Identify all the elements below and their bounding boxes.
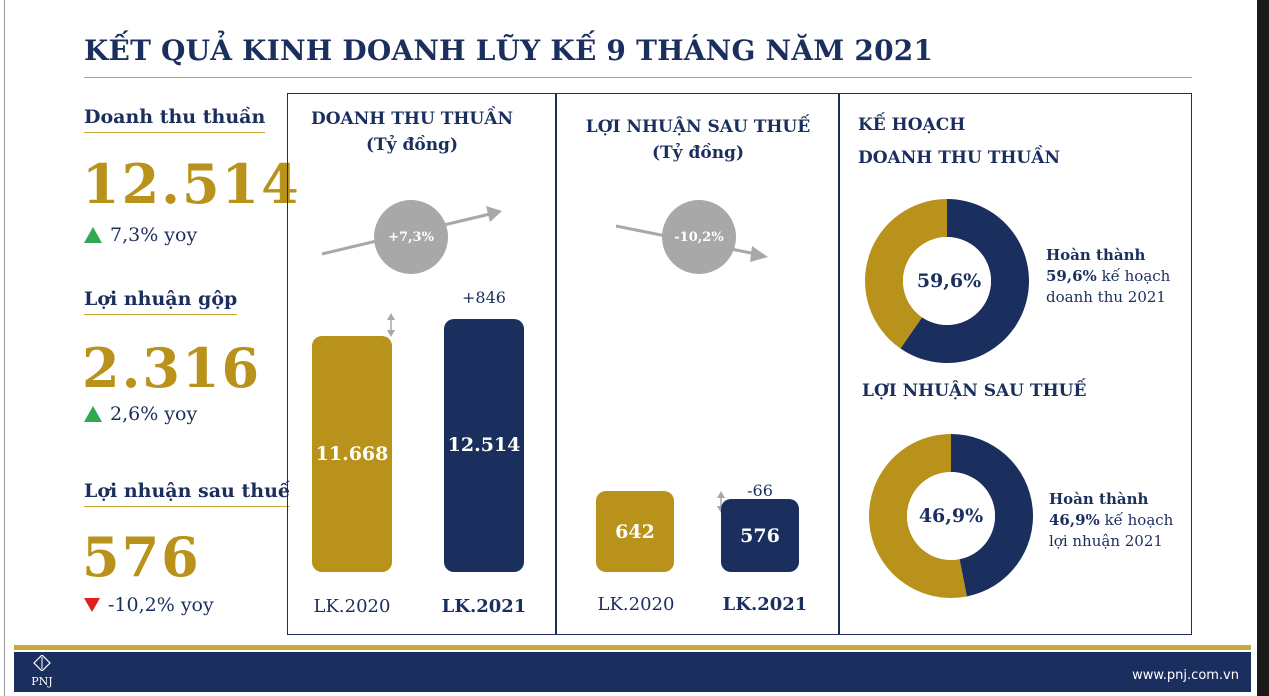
arrow-up-icon [84, 227, 102, 243]
revenue-panel-unit: (Tỷ đồng) [365, 135, 458, 155]
kpi-gross-profit-label: Lợi nhuận gộp [84, 288, 238, 315]
net-profit-bar-2020: 642 [596, 491, 674, 572]
frame-edge-left [4, 0, 5, 696]
net-profit-panel [556, 93, 839, 635]
net-profit-plan-note-head: Hoàn thành [1049, 490, 1149, 508]
plan-net-profit-heading: LỢI NHUẬN SAU THUẾ [862, 381, 1087, 401]
footer-bar [14, 652, 1251, 692]
revenue-delta-label: +846 [462, 288, 506, 307]
footer-url[interactable]: www.pnj.com.vn [1132, 668, 1239, 683]
kpi-revenue-value: 12.514 [82, 152, 301, 216]
frame-edge-right [1257, 0, 1269, 696]
donut-slice-completed [951, 434, 1033, 597]
pnj-logo-icon [33, 654, 51, 672]
donut-slice-remaining [868, 434, 967, 598]
revenue-plan-percent: 59,6% [916, 270, 982, 292]
plan-revenue-heading: DOANH THU THUẦN [858, 148, 1060, 168]
kpi-revenue-change: 7,3% yoy [84, 224, 197, 246]
pnj-logo: PNJ [22, 654, 62, 691]
net-profit-panel-unit: (Tỷ đồng) [651, 143, 744, 163]
net-profit-category-2020: LK.2020 [597, 594, 675, 615]
plan-heading: KẾ HOẠCH [858, 115, 966, 135]
net-profit-category-2021: LK.2021 [722, 594, 808, 615]
net-profit-growth-bubble: -10,2% [662, 200, 736, 274]
page-title: KẾT QUẢ KINH DOANH LŨY KẾ 9 THÁNG NĂM 20… [84, 34, 934, 67]
revenue-plan-note-percent: 59,6% [1046, 267, 1097, 285]
net-profit-plan-note-percent: 46,9% [1049, 511, 1100, 529]
revenue-plan-note-text: kế hoạch [1096, 267, 1171, 285]
kpi-gross-profit-value: 2.316 [82, 336, 262, 400]
kpi-net-profit-value: 576 [82, 525, 201, 589]
net-profit-plan-donut [868, 434, 1033, 598]
revenue-panel-title-text: DOANH THU THUẦN [311, 109, 513, 129]
net-profit-panel-title-text: LỢI NHUẬN SAU THUẾ [585, 117, 811, 137]
revenue-growth-bubble: +7,3% [374, 200, 448, 274]
footer-gold-stripe [14, 645, 1251, 650]
net-profit-delta-label: -66 [747, 481, 773, 500]
net-profit-plan-note-line3: lợi nhuận 2021 [1049, 532, 1163, 550]
revenue-panel-title: DOANH THU THUẦN (Tỷ đồng) [292, 106, 532, 158]
kpi-net-profit-change-text: -10,2% yoy [108, 594, 214, 616]
revenue-category-2020: LK.2020 [313, 596, 391, 617]
net-profit-bar-2021: 576 [721, 499, 799, 572]
kpi-gross-profit-change: 2,6% yoy [84, 403, 197, 425]
plan-panel [839, 93, 1192, 635]
kpi-net-profit-change: -10,2% yoy [84, 594, 214, 616]
revenue-bar-2021: 12.514 [444, 318, 524, 572]
net-profit-plan-note: Hoàn thành 46,9% kế hoạch lợi nhuận 2021 [1049, 489, 1173, 552]
revenue-category-2021: LK.2021 [441, 596, 527, 617]
revenue-panel [287, 93, 556, 635]
arrow-up-icon [84, 406, 102, 422]
arrow-down-icon [84, 598, 100, 612]
updown-arrow-icon [387, 313, 395, 337]
revenue-plan-note-head: Hoàn thành [1046, 246, 1146, 264]
kpi-revenue-change-text: 7,3% yoy [110, 224, 198, 246]
net-profit-panel-title: LỢI NHUẬN SAU THUẾ (Tỷ đồng) [578, 114, 818, 166]
donut-slice-remaining [865, 199, 947, 349]
title-divider [84, 77, 1192, 78]
kpi-net-profit-label: Lợi nhuận sau thuế [84, 480, 290, 507]
net-profit-plan-percent: 46,9% [918, 505, 984, 527]
kpi-revenue-label: Doanh thu thuần [84, 106, 266, 133]
pnj-logo-text: PNJ [31, 675, 53, 688]
donut-slice-completed [900, 199, 1029, 363]
revenue-plan-note: Hoàn thành 59,6% kế hoạch doanh thu 2021 [1046, 245, 1170, 308]
revenue-plan-donut [865, 199, 1029, 363]
revenue-bar-2020: 11.668 [312, 336, 392, 572]
net-profit-plan-note-text: kế hoạch [1099, 511, 1174, 529]
donut-hole [907, 472, 995, 560]
kpi-gross-profit-change-text: 2,6% yoy [110, 403, 198, 425]
donut-hole [903, 237, 991, 325]
revenue-plan-note-line3: doanh thu 2021 [1046, 288, 1166, 306]
